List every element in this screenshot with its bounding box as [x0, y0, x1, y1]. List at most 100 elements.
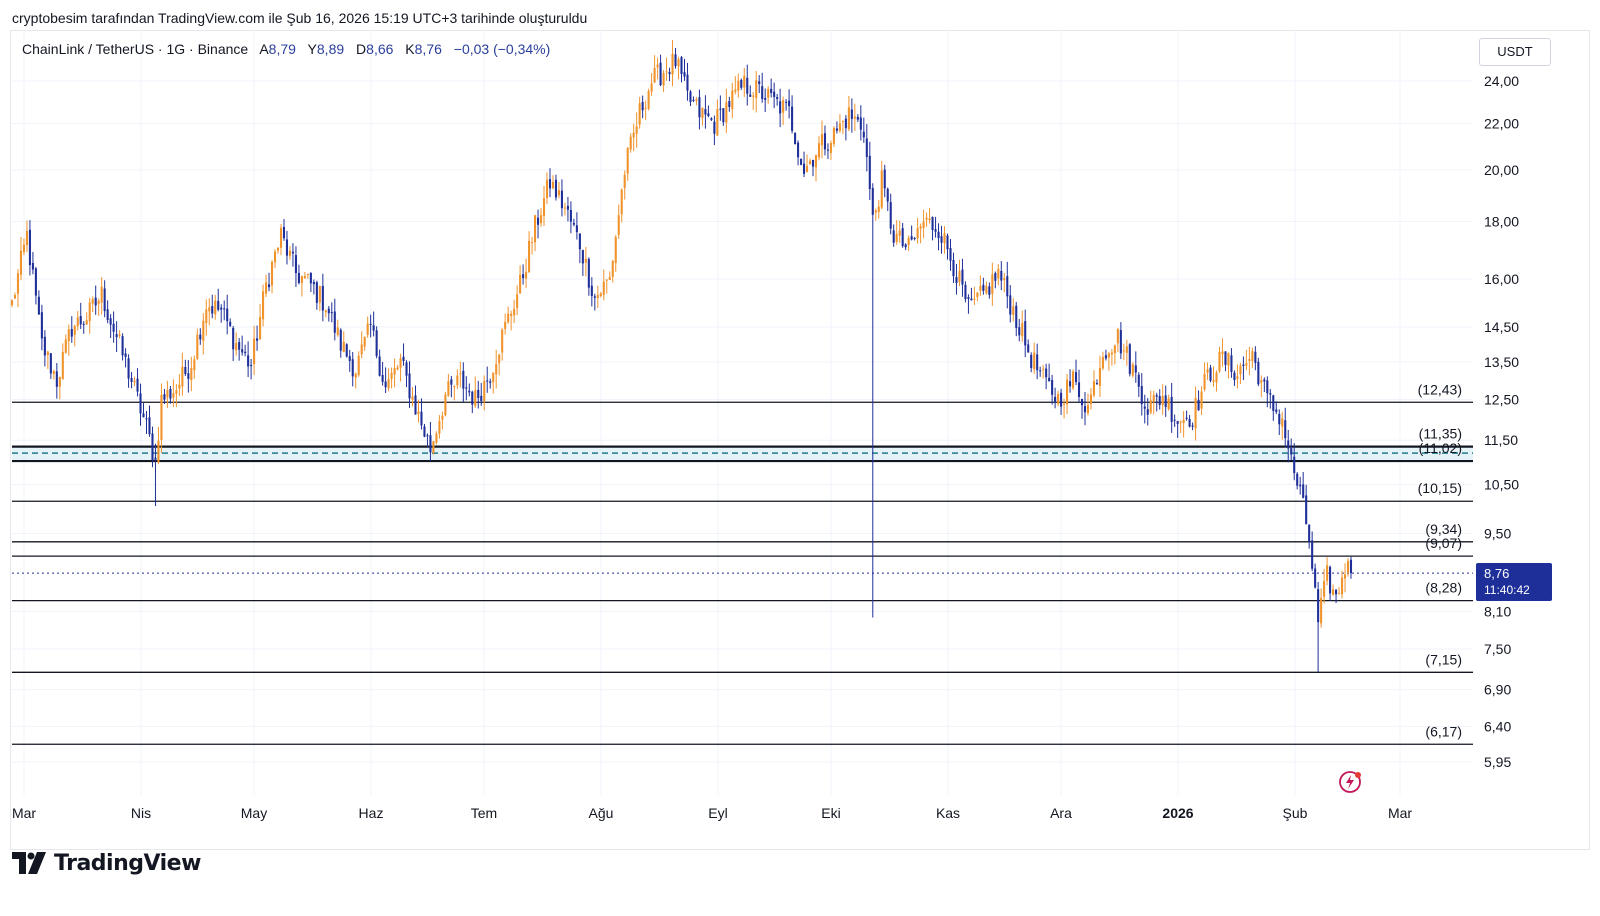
candle-body	[19, 250, 23, 275]
candle-down	[285, 230, 289, 265]
candle-up	[647, 88, 650, 111]
candle-up	[456, 369, 459, 389]
candle-down	[554, 174, 558, 201]
candle-body	[970, 298, 973, 301]
candle-body	[1296, 473, 1299, 486]
candle-body	[722, 108, 725, 123]
candle-body	[1191, 425, 1194, 427]
y-tick-label: 10,50	[1484, 477, 1519, 493]
candle-body	[847, 107, 850, 130]
candle-down	[381, 361, 384, 386]
candle-down	[1287, 429, 1290, 463]
candle-body	[330, 312, 333, 314]
candle-body	[1143, 406, 1146, 409]
candle-down	[211, 294, 214, 319]
candle-body	[184, 367, 187, 375]
candle-body	[109, 318, 112, 325]
candle-up	[270, 260, 274, 294]
candle-body	[450, 379, 453, 385]
zone-layer	[12, 446, 1473, 462]
candle-up	[474, 376, 477, 408]
close-value: 8,76	[414, 41, 442, 57]
candle-body	[253, 338, 256, 365]
candle-down	[572, 218, 575, 227]
candle-down	[776, 93, 779, 106]
candle-body	[516, 294, 519, 308]
candle-body	[16, 273, 20, 294]
candle-down	[372, 311, 375, 337]
candle-down	[486, 366, 489, 393]
candle-body	[1338, 593, 1341, 595]
candle-down	[79, 302, 82, 329]
candle-down	[802, 151, 806, 178]
candle-body	[1119, 330, 1122, 354]
candle-body	[1152, 394, 1155, 402]
candle-down	[426, 433, 429, 448]
candle-body	[429, 435, 432, 453]
candle-up	[832, 126, 835, 147]
candle-body	[1176, 421, 1179, 425]
candle-up	[617, 204, 620, 239]
candle-body	[800, 158, 803, 165]
candle-body	[1218, 351, 1221, 372]
candle-body	[1212, 380, 1215, 382]
x-tick-label: Haz	[359, 805, 384, 821]
candle-up	[874, 208, 877, 221]
candle-down	[312, 279, 315, 295]
candle-down	[704, 95, 707, 129]
candle-up	[262, 284, 265, 327]
candle-body	[916, 228, 919, 239]
candle-body	[958, 270, 961, 282]
candle-down	[575, 212, 578, 240]
candle-down	[904, 243, 907, 251]
candle-body	[1266, 380, 1269, 394]
candle-down	[1080, 398, 1084, 419]
candle-body	[560, 190, 563, 209]
candle-body	[37, 296, 40, 315]
candle-down	[1119, 322, 1122, 360]
candle-body	[235, 342, 238, 351]
candle-down	[536, 209, 540, 239]
tradingview-logo-text: TradingView	[54, 850, 201, 876]
candle-body	[390, 373, 393, 379]
candle-body	[1200, 391, 1203, 409]
tradingview-logo[interactable]: TradingView	[12, 848, 201, 878]
last-price: 8,76	[1484, 566, 1510, 581]
candle-body	[1158, 395, 1161, 405]
candle-down	[465, 376, 468, 401]
candle-body	[907, 238, 910, 246]
candle-body	[480, 395, 483, 402]
candle-body	[1281, 418, 1284, 427]
candle-body	[459, 373, 462, 375]
candle-body	[1095, 382, 1098, 385]
level-label: (9,34)	[1425, 521, 1462, 537]
candle-down	[590, 277, 593, 307]
y-tick-label: 8,10	[1484, 603, 1511, 619]
currency-selector[interactable]: USDT	[1479, 38, 1551, 66]
candle-down	[1146, 398, 1149, 426]
candle-up	[656, 57, 659, 80]
candle-body	[381, 374, 384, 382]
candle-down	[835, 121, 838, 134]
candle-down	[1015, 301, 1018, 337]
candle-down	[988, 282, 991, 299]
candle-down	[886, 187, 889, 211]
candle-body	[477, 389, 480, 399]
candle-down	[148, 405, 151, 437]
symbol-legend[interactable]: ChainLink / TetherUS · 1G · Binance A8,7…	[22, 41, 558, 57]
flash-icon[interactable]	[1337, 768, 1365, 796]
candle-up	[829, 140, 832, 160]
candle-up	[632, 123, 635, 152]
candle-up	[979, 275, 982, 296]
candle-body	[542, 198, 546, 217]
candle-body	[856, 116, 859, 120]
level-label: (12,43)	[1418, 381, 1462, 397]
candle-up	[534, 214, 537, 252]
candle-down	[707, 105, 710, 118]
candle-body	[1221, 351, 1224, 355]
candle-down	[865, 124, 868, 172]
candle-body	[1092, 381, 1096, 396]
candle-body	[593, 296, 596, 298]
chart-frame[interactable]	[10, 30, 1590, 850]
